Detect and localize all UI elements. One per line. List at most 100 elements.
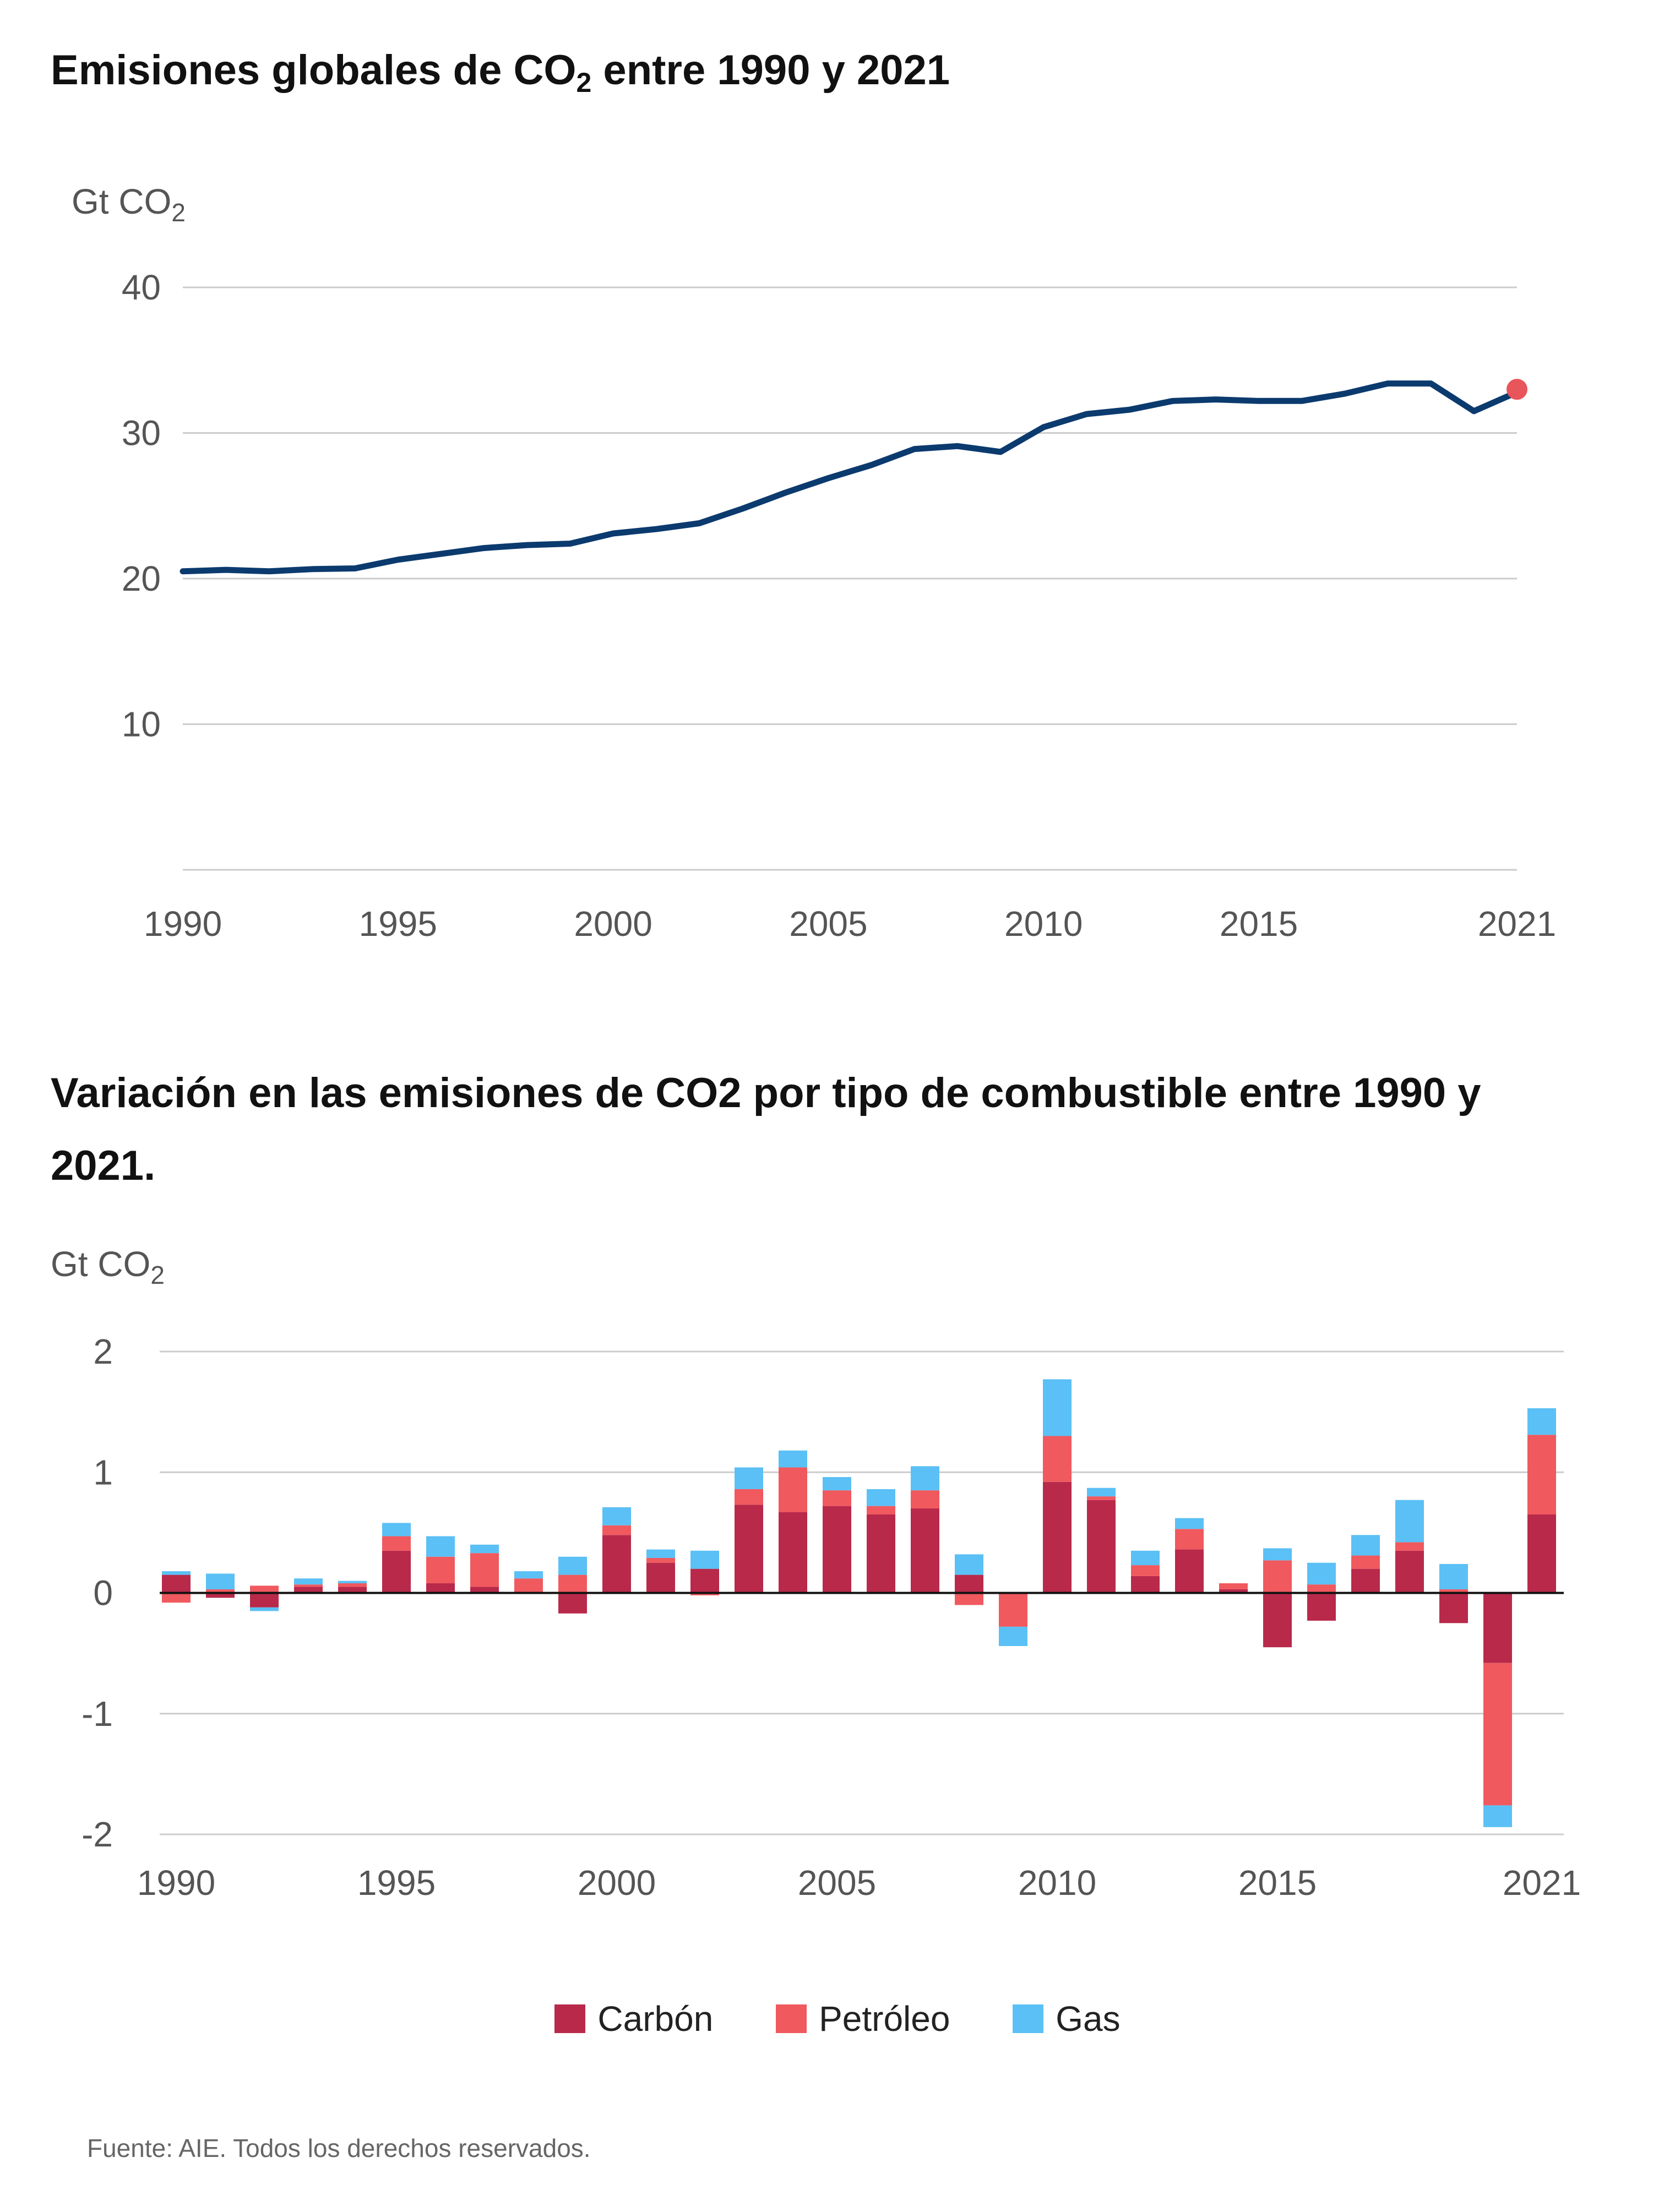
bar-chart-ylabel: Gt CO2 [51,1244,165,1289]
bar-segment [162,1593,191,1603]
bar-segment [382,1536,411,1551]
legend-swatch-petroleum [776,2004,807,2033]
bar-segment [206,1573,235,1589]
line-chart-xtick-label: 2010 [1004,904,1083,944]
bar-segment [1527,1514,1556,1593]
line-chart-xtick-label: 2015 [1220,904,1298,944]
bar-segment [1307,1593,1336,1621]
bar-segment [1087,1488,1116,1497]
bar-segment [1043,1379,1072,1436]
bar-segment [338,1581,367,1583]
bar-segment [294,1584,323,1587]
bar-segment [867,1514,895,1593]
line-chart: 10 20 30 40 1990 1995 2000 2005 2010 2015 2021 [122,268,1556,944]
bar-segment [999,1593,1027,1627]
bar-segment [911,1490,939,1509]
bar-segment [206,1593,235,1598]
bar-segment [426,1556,455,1583]
bar-segment [338,1587,367,1593]
legend-label-petroleum: Petróleo [819,1999,950,2039]
bar-segment [1131,1576,1160,1593]
bar-segment [162,1574,191,1593]
bar-segment [735,1467,763,1489]
legend-label-gas: Gas [1056,1999,1121,2039]
bar-segment [426,1536,455,1557]
line-chart-xtick-label: 2021 [1478,904,1556,944]
bar-segment [250,1593,279,1608]
bar-segment [558,1556,587,1575]
bar-segment [911,1466,939,1491]
bar-chart-xtick-label: 2010 [1018,1863,1096,1903]
bar-segment [602,1535,631,1593]
bar-segment [955,1554,983,1575]
bar-segment [1043,1481,1072,1593]
bar-segment [1527,1408,1556,1435]
bar-chart-xtick-label: 2015 [1238,1863,1317,1903]
bar-segment [294,1587,323,1593]
bar-segment [514,1571,543,1579]
line-chart-ytick-label: 20 [122,559,161,598]
line-chart-ytick-label: 40 [122,268,161,307]
bar-chart-xtick-label: 2000 [578,1863,656,1903]
bar-segment [690,1593,719,1595]
bar-segment [1175,1529,1204,1550]
bar-chart-xtick-label: 2005 [798,1863,876,1903]
line-chart-ytick-label: 10 [122,705,161,744]
line-chart-xtick-label: 1995 [359,904,437,944]
bar-segment [338,1583,367,1587]
bar-segment [1483,1593,1512,1663]
bar-segment [1175,1518,1204,1529]
bar-segment [955,1593,983,1605]
line-chart-series-line [180,380,1520,575]
bar-segment [250,1607,279,1611]
line-chart-title: Emisiones globales de CO2 entre 1990 y 2… [51,47,950,98]
legend-swatch-gas [1013,2004,1044,2033]
bar-segment [1395,1542,1424,1551]
bar-segment [470,1587,499,1593]
bar-segment [602,1525,631,1535]
bar-segment [1483,1663,1512,1806]
bar-segment [823,1490,851,1506]
bar-segment [1439,1563,1468,1589]
bar-segment [470,1544,499,1554]
bar-segment [1395,1500,1424,1543]
line-chart-highlight-point [1507,379,1527,400]
bar-chart-ytick-label: 2 [93,1332,113,1371]
bar-segment [646,1549,675,1558]
bar-segment [999,1626,1027,1646]
bar-segment [1395,1550,1424,1593]
bar-segment [823,1477,851,1491]
bar-chart-ytick-label: 1 [93,1452,113,1492]
bar-segment [690,1550,719,1569]
bar-segment [823,1506,851,1593]
bar-segment [1263,1548,1292,1561]
bar-chart-xtick-label: 2021 [1503,1863,1581,1903]
bar-segment [779,1450,807,1468]
bar-segment [426,1583,455,1593]
bar-segment [690,1568,719,1593]
bar-segment [1131,1565,1160,1576]
bar-chart-title: Variación en las emisiones de CO2 por ti… [51,1070,1481,1189]
bar-segment [779,1467,807,1512]
bar-segment [911,1508,939,1593]
bar-segment [1439,1589,1468,1593]
bar-segment [602,1507,631,1525]
bar-segment [1351,1555,1380,1569]
bar-segment [558,1593,587,1614]
bar-segment [250,1586,279,1593]
bar-segment [514,1578,543,1593]
legend-swatch-carbon [554,2004,586,2033]
line-chart-ylabel: Gt CO2 [72,182,186,227]
bar-segment [735,1505,763,1593]
bar-segment [1087,1500,1116,1593]
bar-segment [1219,1589,1248,1593]
bar-chart-ytick-label: -2 [81,1815,113,1854]
bar-segment [470,1553,499,1587]
bar-chart-xtick-label: 1990 [137,1863,215,1903]
bar-segment [1483,1805,1512,1827]
bar-segment [1351,1568,1380,1593]
bar-segment [1439,1593,1468,1623]
legend-item-carbon: Carbón [554,1998,713,2039]
legend: Carbón Petróleo Gas [0,1998,1675,2041]
source-note: Fuente: AIE. Todos los derechos reservad… [87,2134,591,2162]
